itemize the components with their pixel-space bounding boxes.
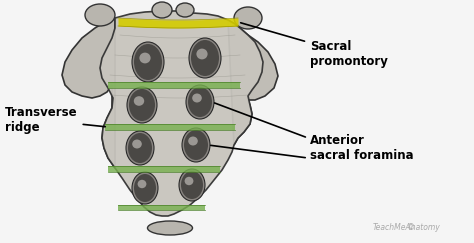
Ellipse shape	[147, 221, 192, 235]
Ellipse shape	[128, 133, 152, 163]
Ellipse shape	[184, 177, 193, 185]
Polygon shape	[62, 18, 115, 168]
Ellipse shape	[132, 139, 142, 148]
Ellipse shape	[189, 38, 221, 78]
Ellipse shape	[176, 3, 194, 17]
Ellipse shape	[132, 172, 158, 204]
Ellipse shape	[85, 4, 115, 26]
Text: TeachMeAnatomy: TeachMeAnatomy	[372, 223, 440, 232]
Ellipse shape	[139, 52, 151, 63]
Ellipse shape	[137, 180, 146, 188]
Ellipse shape	[129, 89, 155, 121]
Ellipse shape	[192, 94, 202, 103]
Text: ©: ©	[407, 223, 415, 232]
Ellipse shape	[188, 87, 212, 117]
Ellipse shape	[132, 42, 164, 82]
Ellipse shape	[134, 44, 162, 80]
Ellipse shape	[127, 87, 157, 123]
Ellipse shape	[191, 40, 219, 76]
Ellipse shape	[182, 128, 210, 162]
Text: Anterior
sacral foramina: Anterior sacral foramina	[310, 134, 414, 162]
Ellipse shape	[234, 7, 262, 29]
Polygon shape	[100, 11, 263, 216]
Ellipse shape	[134, 174, 156, 202]
Text: Sacral
promontory: Sacral promontory	[241, 23, 388, 68]
Ellipse shape	[126, 131, 154, 165]
Ellipse shape	[152, 2, 172, 18]
Polygon shape	[228, 20, 278, 145]
Ellipse shape	[134, 96, 144, 106]
Ellipse shape	[186, 85, 214, 119]
Ellipse shape	[188, 137, 198, 146]
Text: Transverse
ridge: Transverse ridge	[5, 106, 105, 134]
Ellipse shape	[181, 171, 203, 199]
Ellipse shape	[179, 169, 205, 201]
Ellipse shape	[196, 49, 208, 59]
Ellipse shape	[184, 130, 208, 160]
